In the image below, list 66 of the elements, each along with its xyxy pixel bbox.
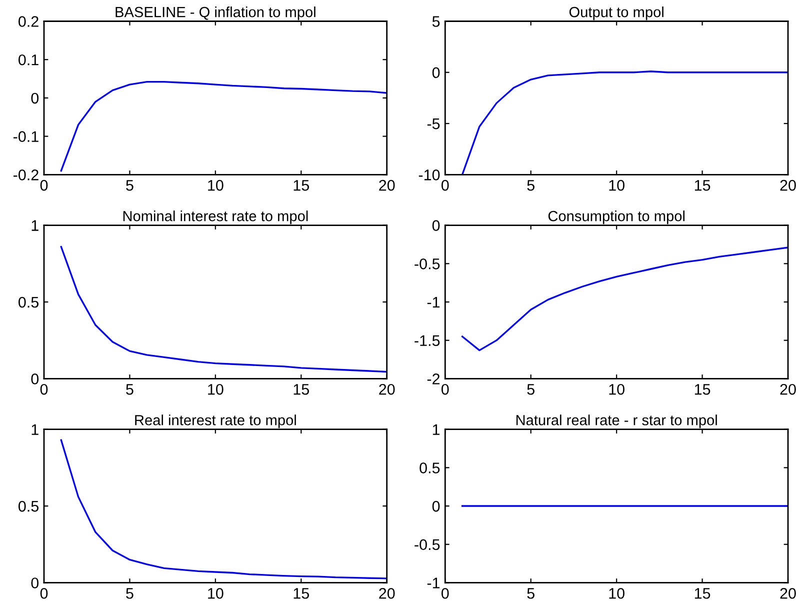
x-tick-label: 10 xyxy=(609,384,624,395)
x-tick-label: 20 xyxy=(780,588,796,599)
x-tick-label: 0 xyxy=(441,384,449,395)
x-tick-label: 5 xyxy=(527,384,534,395)
y-tick-label: 0.5 xyxy=(18,296,38,308)
y-tick-label: 0.2 xyxy=(18,16,38,27)
x-tick-label: 0 xyxy=(441,588,449,599)
y-tick-label: -0.5 xyxy=(414,539,440,550)
y-tick-label: 0 xyxy=(31,92,39,104)
line-series xyxy=(60,246,387,373)
y-tick-label: 0 xyxy=(31,374,39,384)
y-tick-label: -5 xyxy=(427,118,440,130)
x-tick-label: 5 xyxy=(126,588,134,599)
y-tick-label: -0.2 xyxy=(13,170,38,180)
x-tick-label: 10 xyxy=(208,180,224,191)
y-tick-label: -2 xyxy=(427,374,440,384)
x-tick-label: 0 xyxy=(40,384,48,395)
x-tick-label: 15 xyxy=(694,588,710,599)
y-tick-label: 0 xyxy=(432,220,440,231)
x-tick-label: 10 xyxy=(208,384,224,395)
y-tick-label: -1 xyxy=(427,297,440,308)
line-series xyxy=(60,81,387,172)
chart-title: Consumption to mpol xyxy=(548,210,684,224)
y-tick-label: 0.5 xyxy=(420,462,440,474)
y-tick-label: 0.5 xyxy=(18,500,38,512)
x-tick-label: 5 xyxy=(527,180,534,191)
x-tick-label: 15 xyxy=(294,180,309,191)
y-tick-label: 5 xyxy=(432,16,440,27)
x-tick-label: 15 xyxy=(694,384,710,395)
y-tick-label: 1 xyxy=(32,424,38,435)
chart-title: Natural real rate - r star to mpol xyxy=(516,414,717,428)
x-tick-label: 20 xyxy=(379,384,395,395)
y-tick-label: -1.5 xyxy=(414,335,440,346)
x-tick-label: 0 xyxy=(441,180,449,191)
x-tick-label: 20 xyxy=(780,180,796,191)
x-tick-label: 5 xyxy=(527,588,534,599)
y-tick-label: 1 xyxy=(32,220,38,231)
y-tick-label: 0 xyxy=(432,500,440,512)
line-series xyxy=(461,70,788,175)
chart-title: BASELINE - Q inflation to mpol xyxy=(116,6,316,20)
x-tick-label: 20 xyxy=(379,588,395,599)
chart-title: Nominal interest rate to mpol xyxy=(123,210,308,224)
line-series xyxy=(60,439,387,580)
x-tick-label: 10 xyxy=(609,180,624,191)
y-tick-label: 1 xyxy=(432,424,440,435)
x-tick-label: 10 xyxy=(609,588,624,599)
x-tick-label: 20 xyxy=(379,180,395,191)
y-tick-label: -0.1 xyxy=(13,131,38,142)
x-tick-label: 0 xyxy=(40,180,48,191)
y-tick-label: 0 xyxy=(432,67,440,78)
x-tick-label: 0 xyxy=(40,588,48,599)
chart-title: Real interest rate to mpol xyxy=(135,414,296,428)
x-tick-label: 5 xyxy=(126,384,134,395)
x-tick-label: 15 xyxy=(694,180,710,191)
y-tick-label: 0 xyxy=(31,578,39,588)
x-tick-label: 20 xyxy=(780,384,796,395)
y-tick-label: -0.5 xyxy=(414,258,440,270)
x-tick-label: 15 xyxy=(294,588,309,599)
chart-title: Output to mpol xyxy=(569,6,664,20)
x-tick-label: 10 xyxy=(208,588,224,599)
y-tick-label: -1 xyxy=(427,578,440,588)
line-series xyxy=(461,246,788,352)
x-tick-label: 5 xyxy=(126,180,134,191)
y-tick-label: 0.1 xyxy=(18,54,38,66)
x-tick-label: 15 xyxy=(294,384,309,395)
y-tick-label: -10 xyxy=(418,170,440,180)
